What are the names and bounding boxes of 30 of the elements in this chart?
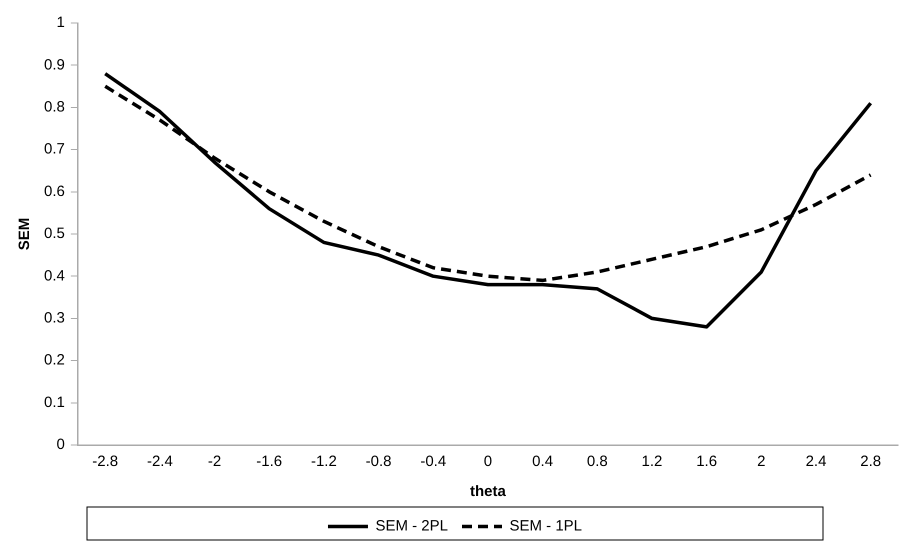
x-tick-label: -2.4 bbox=[146, 453, 173, 470]
y-tick-label: 0.7 bbox=[44, 140, 65, 158]
x-tick-label: 0.8 bbox=[586, 453, 608, 470]
x-tick-label: -0.8 bbox=[366, 453, 392, 470]
x-tick-label: 2 bbox=[757, 453, 766, 470]
y-tick-label: 0.8 bbox=[44, 98, 65, 116]
legend-label: SEM - 1PL bbox=[510, 518, 582, 535]
x-tick-label: -0.4 bbox=[420, 453, 446, 470]
x-tick-label: 0.4 bbox=[532, 453, 554, 470]
x-tick-label: 0 bbox=[484, 453, 492, 470]
y-axis-title: SEM bbox=[16, 218, 34, 250]
y-tick-label: 0.6 bbox=[44, 182, 65, 200]
x-tick-label: -1.2 bbox=[310, 453, 337, 470]
y-tick-label: 0.3 bbox=[44, 310, 65, 327]
y-tick-label: 0.5 bbox=[44, 225, 65, 242]
y-tick-label: 0.9 bbox=[44, 56, 65, 74]
x-tick-label: -2.8 bbox=[92, 453, 118, 470]
legend-label: SEM - 2PL bbox=[375, 518, 448, 535]
y-tick-label: 0.2 bbox=[44, 352, 65, 369]
y-tick-label: 1 bbox=[56, 14, 65, 32]
y-tick-label: 0.4 bbox=[44, 267, 65, 284]
x-tick-label: 2.8 bbox=[860, 453, 882, 470]
y-tick-label: 0.1 bbox=[44, 394, 65, 411]
x-tick-label: 1.6 bbox=[696, 453, 718, 470]
x-axis-title: theta bbox=[470, 483, 506, 500]
x-tick-label: -1.6 bbox=[256, 453, 282, 470]
x-tick-label: -2 bbox=[208, 453, 222, 470]
x-tick-label: 2.4 bbox=[806, 453, 826, 470]
x-tick-label: 1.2 bbox=[642, 453, 662, 470]
y-tick-label: 0 bbox=[56, 436, 65, 454]
